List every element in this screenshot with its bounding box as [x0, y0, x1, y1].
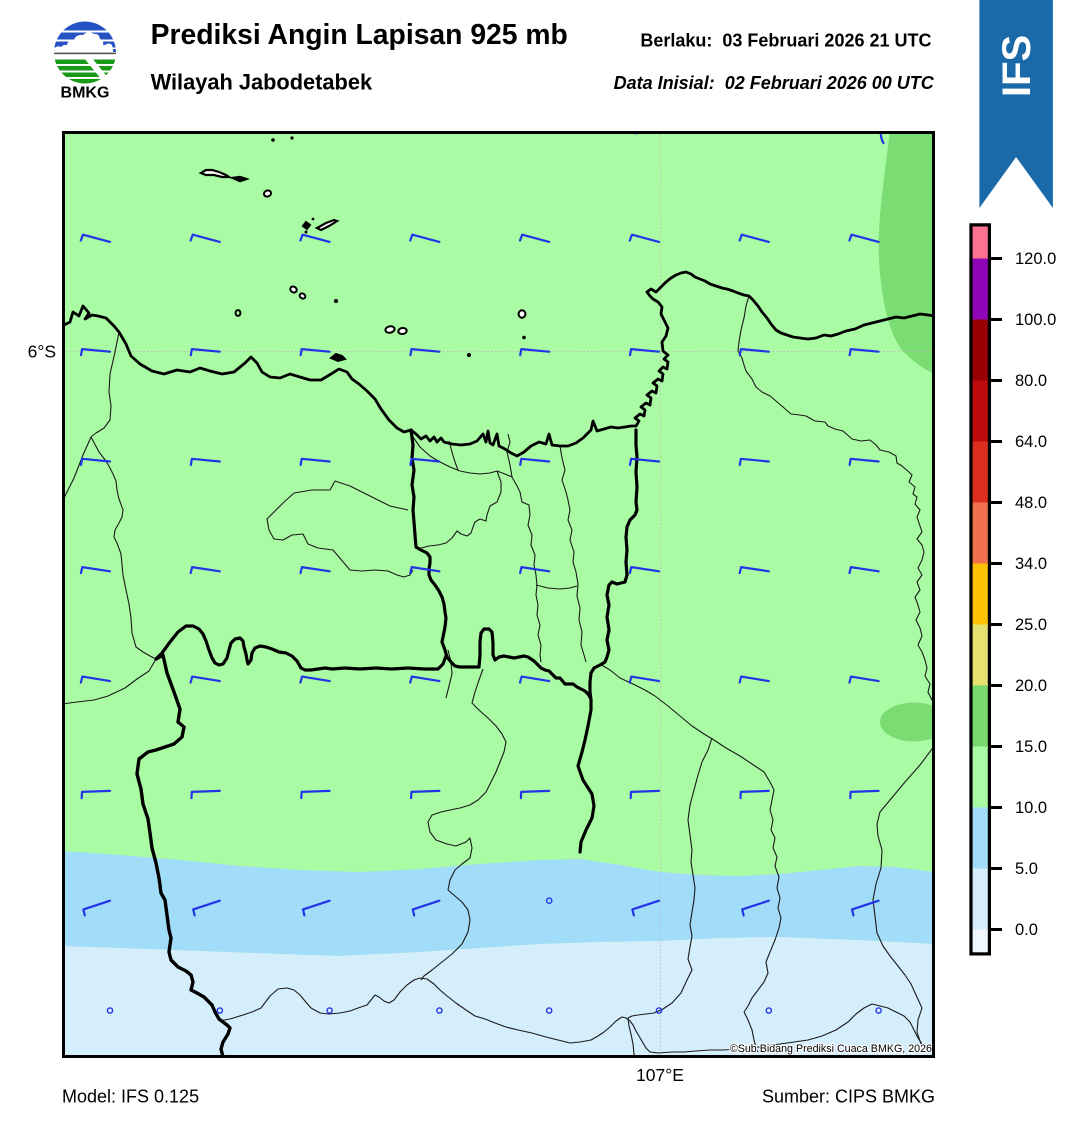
svg-text:Data Inisial: 02 Februari 202: Data Inisial: 02 Februari 2026 00 UTC [614, 73, 935, 93]
svg-text:20.0: 20.0 [1015, 677, 1047, 695]
svg-text:34.0: 34.0 [1015, 555, 1047, 573]
svg-text:6°S: 6°S [28, 342, 56, 362]
svg-text:80.0: 80.0 [1015, 372, 1047, 390]
svg-text:Model: IFS 0.125: Model: IFS 0.125 [62, 1086, 199, 1106]
svg-text:15.0: 15.0 [1015, 738, 1047, 756]
svg-text:48.0: 48.0 [1015, 494, 1047, 512]
svg-text:5.0: 5.0 [1015, 860, 1038, 878]
svg-text:100.0: 100.0 [1015, 311, 1056, 329]
svg-text:Wilayah Jabodetabek: Wilayah Jabodetabek [151, 70, 373, 95]
svg-text:25.0: 25.0 [1015, 616, 1047, 634]
svg-text:IFS: IFS [995, 35, 1039, 97]
svg-text:10.0: 10.0 [1015, 799, 1047, 817]
svg-text:Berlaku: 03 Februari 2026 21: Berlaku: 03 Februari 2026 21 UTC [640, 31, 931, 51]
svg-text:Sumber: CIPS BMKG: Sumber: CIPS BMKG [762, 1086, 935, 1106]
svg-text:120.0: 120.0 [1015, 250, 1056, 268]
svg-text:BMKG: BMKG [61, 85, 110, 102]
svg-text:64.0: 64.0 [1015, 433, 1047, 451]
svg-text:0.0: 0.0 [1015, 921, 1038, 939]
svg-text:107°E: 107°E [636, 1065, 684, 1085]
svg-text:©Sub Bidang Prediksi Cuaca BMK: ©Sub Bidang Prediksi Cuaca BMKG, 2026 [730, 1043, 932, 1055]
svg-text:Prediksi Angin Lapisan 925 mb: Prediksi Angin Lapisan 925 mb [151, 18, 568, 50]
